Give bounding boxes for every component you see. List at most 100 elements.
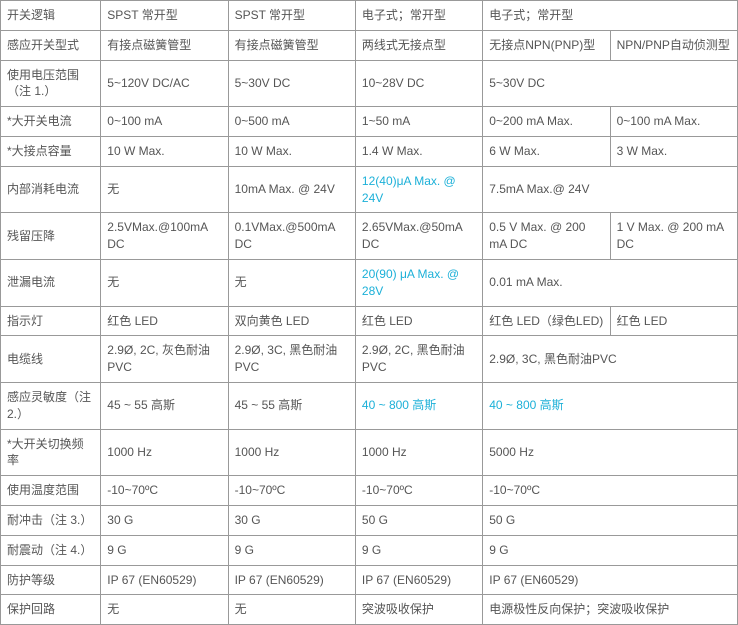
cell: 5000 Hz bbox=[483, 429, 738, 476]
table-row: 使用电压范围（注 1.）5~120V DC/AC5~30V DC10~28V D… bbox=[1, 60, 738, 107]
row-label: 耐冲击（注 3.） bbox=[1, 505, 101, 535]
cell: 1000 Hz bbox=[101, 429, 228, 476]
table-row: 感应开关型式有接点磁簧管型有接点磁簧管型两线式无接点型无接点NPN(PNP)型N… bbox=[1, 30, 738, 60]
cell: 12(40)μA Max. @ 24V bbox=[355, 166, 482, 213]
cell: 0.5 V Max. @ 200 mA DC bbox=[483, 213, 610, 260]
cell: -10~70ºC bbox=[483, 476, 738, 506]
cell: 10 W Max. bbox=[228, 136, 355, 166]
cell: 10~28V DC bbox=[355, 60, 482, 107]
cell: -10~70ºC bbox=[355, 476, 482, 506]
row-label: 残留压降 bbox=[1, 213, 101, 260]
cell: 1.4 W Max. bbox=[355, 136, 482, 166]
cell: 45 ~ 55 高斯 bbox=[101, 382, 228, 429]
row-label: 使用电压范围（注 1.） bbox=[1, 60, 101, 107]
cell: 1~50 mA bbox=[355, 107, 482, 137]
table-row: 指示灯红色 LED双向黄色 LED红色 LED红色 LED（绿色LED)红色 L… bbox=[1, 306, 738, 336]
cell: 0~200 mA Max. bbox=[483, 107, 610, 137]
spec-table-body: 开关逻辑SPST 常开型SPST 常开型电子式；常开型电子式；常开型感应开关型式… bbox=[1, 1, 738, 625]
table-row: 防护等级IP 67 (EN60529)IP 67 (EN60529)IP 67 … bbox=[1, 565, 738, 595]
table-row: 开关逻辑SPST 常开型SPST 常开型电子式；常开型电子式；常开型 bbox=[1, 1, 738, 31]
row-label: *大开关切换频率 bbox=[1, 429, 101, 476]
cell: -10~70ºC bbox=[228, 476, 355, 506]
table-row: 保护回路无无突波吸收保护电源极性反向保护；突波吸收保护 bbox=[1, 595, 738, 625]
cell: 2.9Ø, 3C, 黑色耐油PVC bbox=[483, 336, 738, 383]
cell: 无 bbox=[101, 595, 228, 625]
cell: 红色 LED（绿色LED) bbox=[483, 306, 610, 336]
cell: 5~30V DC bbox=[228, 60, 355, 107]
row-label: 防护等级 bbox=[1, 565, 101, 595]
table-row: *大开关切换频率1000 Hz1000 Hz1000 Hz5000 Hz bbox=[1, 429, 738, 476]
cell: 45 ~ 55 高斯 bbox=[228, 382, 355, 429]
row-label: *大开关电流 bbox=[1, 107, 101, 137]
cell: 2.65VMax.@50mA DC bbox=[355, 213, 482, 260]
cell: IP 67 (EN60529) bbox=[101, 565, 228, 595]
row-label: 感应灵敏度（注 2.） bbox=[1, 382, 101, 429]
cell: 2.5VMax.@100mA DC bbox=[101, 213, 228, 260]
table-row: 使用温度范围-10~70ºC-10~70ºC-10~70ºC-10~70ºC bbox=[1, 476, 738, 506]
cell: 2.9Ø, 2C, 灰色耐油PVC bbox=[101, 336, 228, 383]
cell: 0.1VMax.@500mA DC bbox=[228, 213, 355, 260]
cell: 2.9Ø, 3C, 黑色耐油PVC bbox=[228, 336, 355, 383]
cell: IP 67 (EN60529) bbox=[355, 565, 482, 595]
row-label: 内部消耗电流 bbox=[1, 166, 101, 213]
cell: -10~70ºC bbox=[101, 476, 228, 506]
table-row: 内部消耗电流无10mA Max. @ 24V12(40)μA Max. @ 24… bbox=[1, 166, 738, 213]
cell: 5~120V DC/AC bbox=[101, 60, 228, 107]
cell: SPST 常开型 bbox=[228, 1, 355, 31]
cell: SPST 常开型 bbox=[101, 1, 228, 31]
cell: IP 67 (EN60529) bbox=[483, 565, 738, 595]
cell: 有接点磁簧管型 bbox=[101, 30, 228, 60]
cell: 双向黄色 LED bbox=[228, 306, 355, 336]
cell: 无接点NPN(PNP)型 bbox=[483, 30, 610, 60]
row-label: 耐震动（注 4.） bbox=[1, 535, 101, 565]
table-row: *大接点容量10 W Max.10 W Max.1.4 W Max.6 W Ma… bbox=[1, 136, 738, 166]
table-row: 残留压降2.5VMax.@100mA DC0.1VMax.@500mA DC2.… bbox=[1, 213, 738, 260]
cell: 9 G bbox=[483, 535, 738, 565]
cell: 40 ~ 800 高斯 bbox=[355, 382, 482, 429]
cell: 30 G bbox=[101, 505, 228, 535]
row-label: 使用温度范围 bbox=[1, 476, 101, 506]
cell: 电子式；常开型 bbox=[483, 1, 738, 31]
table-row: *大开关电流0~100 mA0~500 mA1~50 mA0~200 mA Ma… bbox=[1, 107, 738, 137]
table-row: 感应灵敏度（注 2.）45 ~ 55 高斯45 ~ 55 高斯40 ~ 800 … bbox=[1, 382, 738, 429]
row-label: 感应开关型式 bbox=[1, 30, 101, 60]
cell: 6 W Max. bbox=[483, 136, 610, 166]
table-row: 耐震动（注 4.）9 G9 G9 G9 G bbox=[1, 535, 738, 565]
row-label: 电缆线 bbox=[1, 336, 101, 383]
cell: 10 W Max. bbox=[101, 136, 228, 166]
cell: 无 bbox=[101, 259, 228, 306]
cell: 30 G bbox=[228, 505, 355, 535]
cell: NPN/PNP自动侦测型 bbox=[610, 30, 737, 60]
cell: 0~500 mA bbox=[228, 107, 355, 137]
cell: 9 G bbox=[101, 535, 228, 565]
cell: 50 G bbox=[483, 505, 738, 535]
cell: 无 bbox=[228, 259, 355, 306]
table-row: 电缆线2.9Ø, 2C, 灰色耐油PVC2.9Ø, 3C, 黑色耐油PVC2.9… bbox=[1, 336, 738, 383]
cell: 红色 LED bbox=[610, 306, 737, 336]
spec-table: 开关逻辑SPST 常开型SPST 常开型电子式；常开型电子式；常开型感应开关型式… bbox=[0, 0, 738, 625]
cell: 2.9Ø, 2C, 黑色耐油PVC bbox=[355, 336, 482, 383]
cell: 5~30V DC bbox=[483, 60, 738, 107]
cell: 20(90) μA Max. @ 28V bbox=[355, 259, 482, 306]
cell: 电子式；常开型 bbox=[355, 1, 482, 31]
row-label: 保护回路 bbox=[1, 595, 101, 625]
table-row: 耐冲击（注 3.）30 G30 G50 G50 G bbox=[1, 505, 738, 535]
cell: 1000 Hz bbox=[228, 429, 355, 476]
cell: 无 bbox=[228, 595, 355, 625]
cell: 0.01 mA Max. bbox=[483, 259, 738, 306]
cell: 40 ~ 800 高斯 bbox=[483, 382, 738, 429]
cell: 0~100 mA bbox=[101, 107, 228, 137]
cell: 10mA Max. @ 24V bbox=[228, 166, 355, 213]
row-label: 开关逻辑 bbox=[1, 1, 101, 31]
cell: 0~100 mA Max. bbox=[610, 107, 737, 137]
cell: 7.5mA Max.@ 24V bbox=[483, 166, 738, 213]
row-label: 指示灯 bbox=[1, 306, 101, 336]
cell: 1000 Hz bbox=[355, 429, 482, 476]
cell: 红色 LED bbox=[355, 306, 482, 336]
cell: 两线式无接点型 bbox=[355, 30, 482, 60]
row-label: *大接点容量 bbox=[1, 136, 101, 166]
cell: 50 G bbox=[355, 505, 482, 535]
cell: 电源极性反向保护；突波吸收保护 bbox=[483, 595, 738, 625]
table-row: 泄漏电流无无20(90) μA Max. @ 28V0.01 mA Max. bbox=[1, 259, 738, 306]
cell: 9 G bbox=[228, 535, 355, 565]
